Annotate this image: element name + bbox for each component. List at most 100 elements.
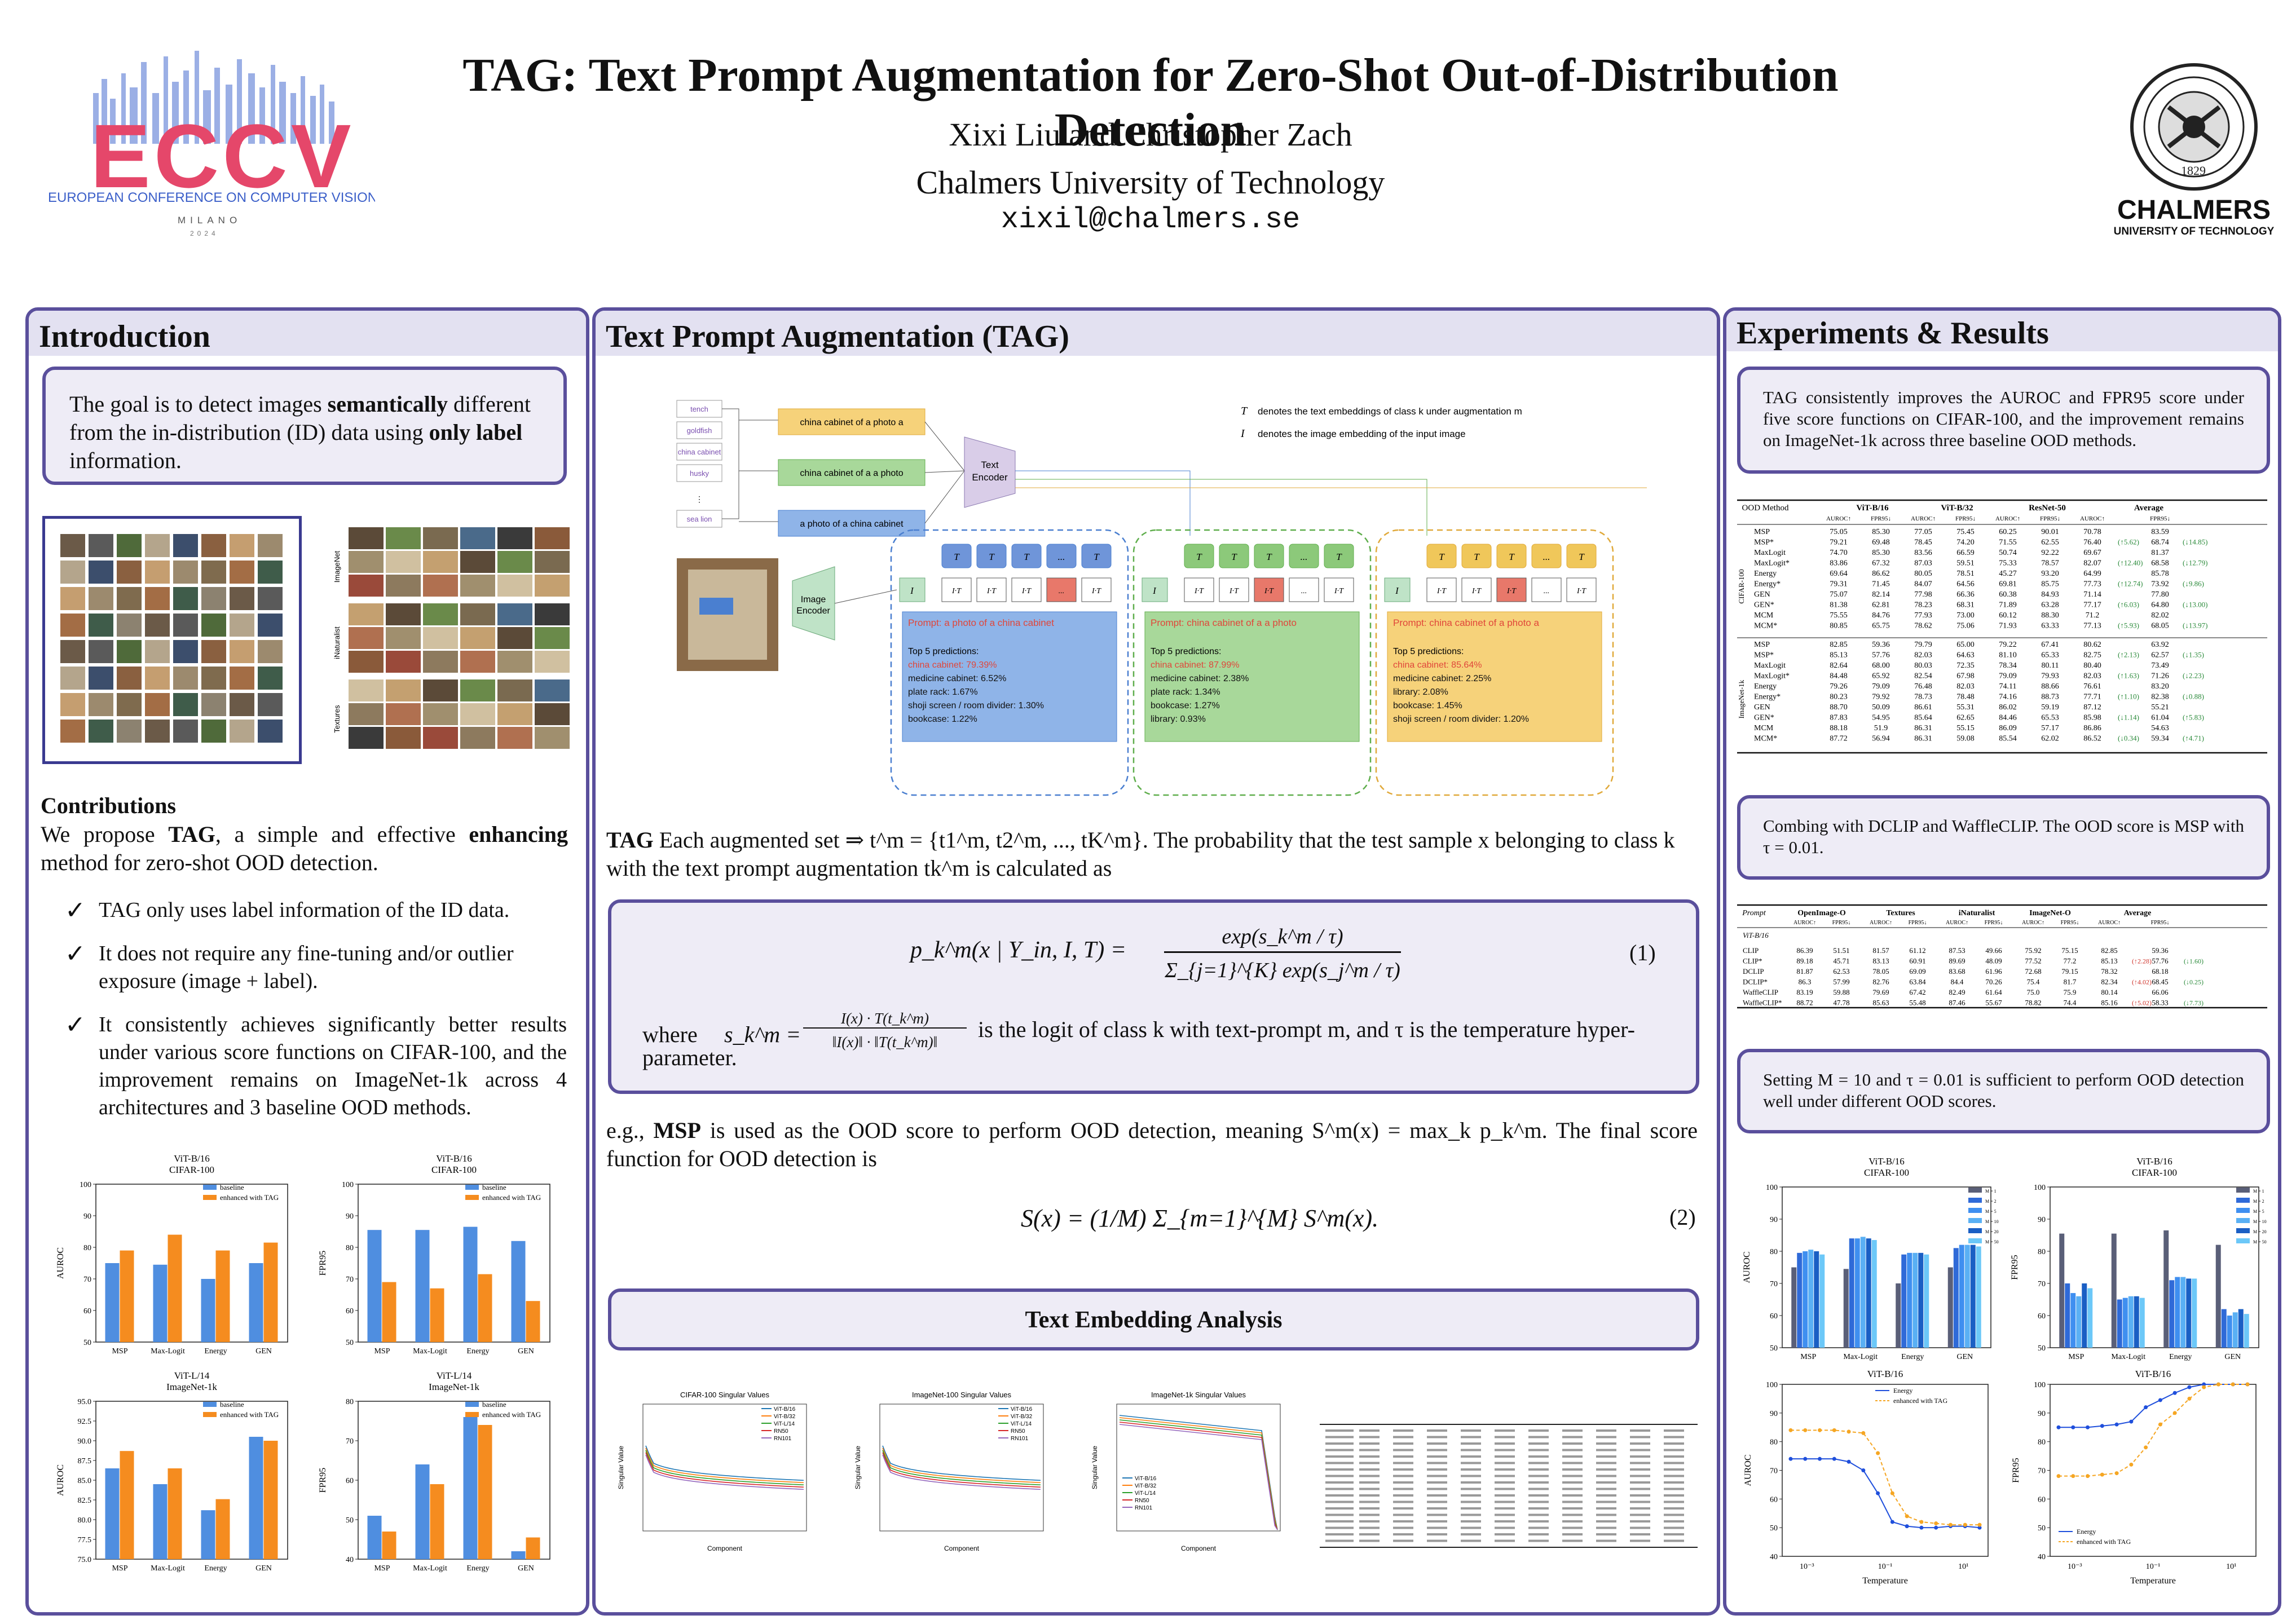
table-cell: 68.00 <box>1872 661 1890 670</box>
table-delta: (↓14.85) <box>2183 538 2207 546</box>
table-cell: 81.38 <box>1830 601 1848 610</box>
table-cell <box>1664 1494 1684 1497</box>
table-cell <box>1359 1533 1380 1535</box>
series-line <box>645 1452 804 1488</box>
table-cell: 79.92 <box>1872 693 1890 701</box>
table-cell <box>1562 1494 1583 1497</box>
image-embedding-label: I <box>1395 585 1399 596</box>
table-cell <box>1528 1513 1549 1516</box>
ood-sample-image <box>497 679 532 701</box>
table-cell <box>1427 1449 1447 1451</box>
series-line <box>2059 1384 2247 1477</box>
table-cell: 50.09 <box>1872 703 1890 712</box>
x-tick-label: Max-Logit <box>413 1564 447 1573</box>
chart-subtitle: CIFAR-100 <box>169 1164 214 1175</box>
analysis-box: Text Embedding Analysis <box>608 1288 1699 1351</box>
similarity-label: I·T <box>951 587 962 595</box>
table-cell <box>1630 1442 1650 1445</box>
table-cell: 75.55 <box>1830 611 1848 620</box>
id-sample-image <box>258 640 283 663</box>
table-cell: 85.13 <box>1830 651 1848 660</box>
chart-subtitle: CIFAR-100 <box>431 1164 477 1175</box>
ood-sample-image <box>460 603 495 625</box>
data-point <box>1905 1524 1909 1529</box>
table-cell <box>1630 1488 1650 1490</box>
table-delta: (↑4.71) <box>2183 734 2204 743</box>
prediction: shoji screen / room divider: 1.20% <box>1393 714 1529 724</box>
legend-label: enhanced with TAG <box>2077 1538 2131 1546</box>
table-cell <box>1359 1494 1380 1497</box>
table-subheader: AUROC↑ <box>1826 515 1851 522</box>
table-cell: DCLIP <box>1743 967 1764 976</box>
table-cell: 86.86 <box>2083 724 2101 732</box>
table-cell: 87.46 <box>1949 999 1966 1007</box>
table-cell: 82.76 <box>1872 978 1889 986</box>
table-cell: 74.16 <box>1999 693 2017 701</box>
id-sample-image <box>173 534 198 557</box>
table-delta: (↓13.00) <box>2183 601 2207 609</box>
table-cell: 78.23 <box>1914 601 1932 610</box>
bar <box>201 1510 215 1559</box>
legend-swatch <box>2236 1188 2250 1193</box>
table-cell: 47.78 <box>1833 999 1849 1007</box>
id-sample-image <box>145 640 170 663</box>
table-cell <box>1495 1488 1515 1490</box>
similarity-label: I·T <box>1506 587 1517 595</box>
table-header: ViT-B/16 <box>1856 504 1889 513</box>
table-cell: 69.48 <box>1872 539 1890 547</box>
bar <box>382 1282 396 1342</box>
table-cell: 82.03 <box>1914 651 1932 660</box>
table-cell: MSP <box>1754 641 1770 649</box>
table-delta: (↑5.93) <box>2118 621 2139 630</box>
id-sample-image <box>117 614 142 637</box>
class-label-box <box>676 443 722 461</box>
legend-label: M = 5 <box>1985 1209 1997 1214</box>
legend-label: enhanced with TAG <box>1893 1397 1947 1405</box>
table-cell <box>1596 1526 1616 1529</box>
series-line <box>645 1450 804 1486</box>
similarity-cell <box>1046 577 1077 602</box>
y-tick-label: 40 <box>346 1556 354 1564</box>
text-embedding-cell <box>1324 544 1354 568</box>
data-point <box>1890 1491 1894 1495</box>
table-cell <box>1325 1475 1354 1477</box>
table-cell: 85.64 <box>1914 714 1932 722</box>
table-cell <box>1427 1475 1447 1477</box>
table-subheader: AUROC↑ <box>2022 920 2044 926</box>
table-cell: 86.52 <box>2083 735 2101 743</box>
table-cell: 65.00 <box>1956 641 1975 649</box>
y-tick-label: 70 <box>83 1276 91 1284</box>
bar <box>463 1417 478 1559</box>
bar <box>1953 1248 1959 1348</box>
legend-label: baseline <box>220 1400 244 1409</box>
table-cell: 78.62 <box>1914 622 1932 630</box>
id-sample-image <box>145 667 170 690</box>
legend-label: baseline <box>220 1183 244 1191</box>
prompt-text: china cabinet of a photo a <box>800 418 903 427</box>
table-cell: 59.88 <box>1833 988 1849 996</box>
bar <box>415 1230 430 1342</box>
table-cell <box>1495 1520 1515 1522</box>
similarity-label: ... <box>1301 587 1307 595</box>
table-cell <box>1495 1494 1515 1497</box>
table-cell <box>1562 1475 1583 1477</box>
table-cell <box>1664 1488 1684 1490</box>
id-sample-image <box>201 640 226 663</box>
id-sample-image <box>201 587 226 610</box>
ood-sample-image <box>535 551 570 573</box>
ood-sample-image <box>460 703 495 725</box>
bar <box>2134 1296 2139 1348</box>
chart-title: ViT-L/14 <box>174 1370 210 1381</box>
table-cell <box>1596 1533 1616 1535</box>
table-cell: 85.75 <box>2041 580 2059 589</box>
x-tick-label: MSP <box>1800 1353 1816 1361</box>
table-subheader: FPR95↓ <box>1955 515 1976 522</box>
table-header: OOD Method <box>1742 504 1789 513</box>
table-cell <box>1562 1468 1583 1471</box>
table-cell <box>1359 1481 1380 1484</box>
table-cell: MCM* <box>1754 735 1777 743</box>
table-cell <box>1630 1539 1650 1542</box>
table-header: Average <box>2134 504 2164 513</box>
table-cell: 64.80 <box>2151 601 2169 610</box>
table-cell <box>1427 1481 1447 1484</box>
